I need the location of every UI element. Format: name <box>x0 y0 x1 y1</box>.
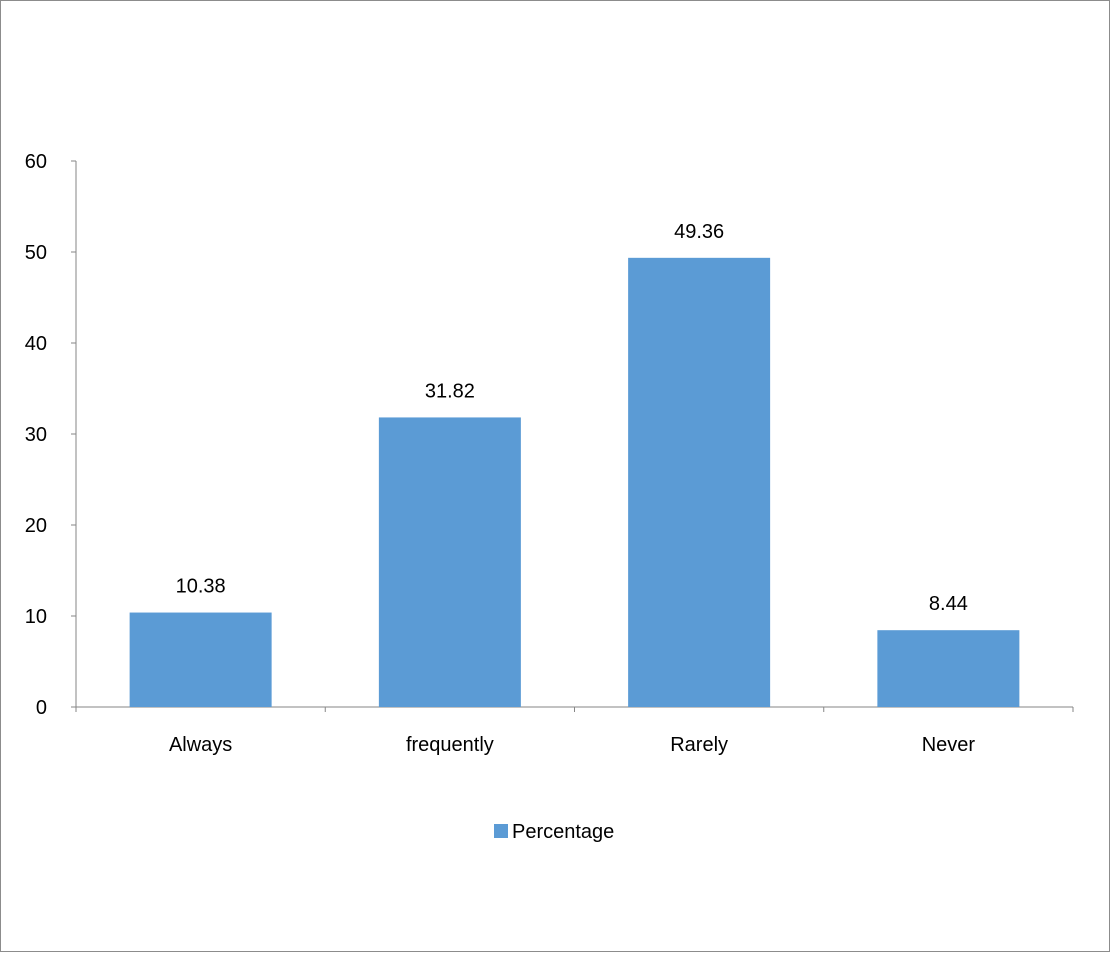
x-category-label: Always <box>169 734 232 756</box>
legend-swatch <box>494 824 508 838</box>
y-tick-label: 10 <box>25 606 47 628</box>
x-category-label: Rarely <box>670 734 728 756</box>
data-label-always: 10.38 <box>176 576 226 598</box>
x-category-label: Never <box>922 734 976 756</box>
legend: Percentage <box>494 821 614 843</box>
data-label-frequently: 31.82 <box>425 380 475 402</box>
y-axis: 0 10 20 30 40 50 60 <box>25 151 77 719</box>
bar-rarely <box>628 257 771 707</box>
data-label-never: 8.44 <box>929 593 968 615</box>
data-label-rarely: 49.36 <box>674 221 724 243</box>
x-category-label: frequently <box>406 734 494 756</box>
bar-always <box>129 612 272 707</box>
y-tick-label: 0 <box>36 697 47 719</box>
legend-label-percentage: Percentage <box>512 821 614 843</box>
y-tick-label: 40 <box>25 333 47 355</box>
y-tick-label: 30 <box>25 424 47 446</box>
bar-never <box>877 630 1020 707</box>
data-labels: 10.38 31.82 49.36 8.44 <box>176 221 968 615</box>
y-tick-label: 20 <box>25 515 47 537</box>
bars <box>129 257 1020 707</box>
y-tick-label: 60 <box>25 151 47 173</box>
y-tick-label: 50 <box>25 242 47 264</box>
x-axis: Always frequently Rarely Never <box>75 706 1074 756</box>
bar-frequently <box>378 417 521 707</box>
